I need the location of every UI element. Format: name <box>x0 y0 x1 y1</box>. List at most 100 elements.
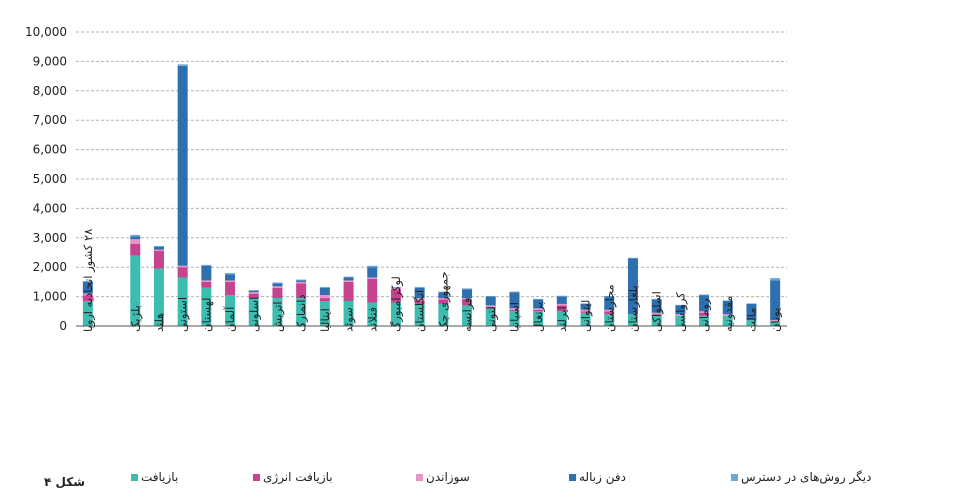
bar-segment <box>201 265 212 281</box>
legend-label: دیگر روش‌های در دسترس <box>741 470 871 485</box>
bar-segment <box>130 255 141 326</box>
x-category-label: فنلاند <box>365 307 379 332</box>
bar-segment <box>485 308 496 326</box>
legend-label: سوزاندن <box>426 470 470 485</box>
legend-swatch <box>569 474 576 481</box>
x-category-label: کرواسی <box>673 292 688 332</box>
bar-segment <box>201 264 212 266</box>
legend: بازیافت بازیافت انرژی سوزاندن دفن زباله دیگر… <box>131 470 871 485</box>
bar-segment <box>153 246 164 250</box>
bar-segment <box>675 314 686 316</box>
bar-segment <box>201 281 212 288</box>
bar-segment <box>556 303 567 306</box>
bars <box>82 64 781 326</box>
bar-segment <box>746 320 757 326</box>
bar-segment <box>556 296 567 304</box>
bar-segment <box>556 311 567 326</box>
bar-segment <box>580 309 591 312</box>
x-category-label: مجارستان <box>602 284 617 332</box>
x-category-label: جمهوری چک <box>436 271 451 332</box>
bar-segment <box>509 292 520 309</box>
bar-segment <box>627 258 638 315</box>
bar-segment <box>390 302 401 326</box>
bar-segment <box>225 274 236 281</box>
bar-segment <box>367 265 378 268</box>
bar-segment <box>296 298 307 326</box>
legend-swatch <box>416 474 423 481</box>
bar-segment <box>248 290 259 291</box>
y-tick-label: 5,000 <box>33 172 67 186</box>
bar-segment <box>82 301 93 326</box>
bar-segment <box>272 287 283 299</box>
bar-segment <box>651 312 662 315</box>
bar-segment <box>272 298 283 326</box>
bar-segment <box>390 287 401 290</box>
bar-segment <box>296 279 307 281</box>
bar-segment <box>462 305 473 326</box>
bar-segment <box>604 296 615 310</box>
bar-segment <box>604 311 615 315</box>
bar-segment <box>414 301 425 304</box>
bar-segment <box>248 298 259 326</box>
bar-segment <box>485 306 496 309</box>
x-category-label: هلند <box>152 313 166 332</box>
bar-segment <box>722 300 733 302</box>
x-category-label: اسپانیا <box>507 302 521 332</box>
bar-segment <box>272 283 283 287</box>
bar-segment <box>580 303 591 310</box>
bar-segment <box>296 281 307 284</box>
x-category-label: سوئد <box>342 307 357 332</box>
x-category-label: لتونی <box>484 306 499 332</box>
bar-segment <box>651 298 662 300</box>
bar-segment <box>533 308 544 310</box>
y-tick-label: 0 <box>59 319 67 333</box>
bar-segment <box>319 287 330 296</box>
bar-segment <box>153 268 164 326</box>
bar-segment <box>462 299 473 306</box>
bar-segment <box>319 295 330 299</box>
y-tick-label: 4,000 <box>33 201 67 215</box>
bar-segment <box>699 294 710 296</box>
bar-segment <box>699 311 710 313</box>
bar-segment <box>438 292 449 299</box>
bar-segment <box>343 280 354 282</box>
bar-segment <box>438 291 449 293</box>
legend-label: بازیافت انرژی <box>263 470 333 485</box>
x-category-label: اسلواکی <box>650 291 665 332</box>
bar-segment <box>248 290 259 293</box>
bar-segment <box>225 280 236 282</box>
x-category-label: ایرلند <box>555 306 570 332</box>
bar-segment <box>296 283 307 299</box>
bar-segment <box>319 286 330 288</box>
x-category-label: رومانی <box>697 298 712 332</box>
bar-segment <box>556 295 567 297</box>
legend-label: دفن زباله <box>579 470 626 485</box>
bar-segment <box>651 299 662 313</box>
bar-segment <box>153 251 164 269</box>
bar-segment <box>699 315 710 326</box>
x-category-label: بلغارستان <box>626 285 641 332</box>
x-category-label: پرتغال <box>531 302 546 332</box>
legend-swatch <box>253 474 260 481</box>
x-category-label: یونان <box>768 308 783 332</box>
bar-segment <box>533 309 544 312</box>
bar-segment <box>319 301 330 326</box>
x-category-label: لهستان <box>199 298 213 332</box>
y-tick-label: 1,000 <box>33 290 67 304</box>
bar-segment <box>438 303 449 326</box>
x-category-label: استونی <box>176 297 191 332</box>
bar-segment <box>177 64 188 66</box>
bar-segment <box>509 311 520 326</box>
bar-segment <box>580 311 591 313</box>
x-category-label: ۲۸ کشور اتحادیه اروپا <box>81 229 96 332</box>
bar-segment <box>485 305 496 307</box>
bar-segment <box>485 296 496 297</box>
bar-segment <box>770 320 781 322</box>
bar-segment <box>604 309 615 312</box>
bar-segment <box>130 234 141 237</box>
bar-segment <box>722 314 733 316</box>
legend-swatch <box>731 474 738 481</box>
bar-segment <box>462 288 473 290</box>
bar-segment <box>130 236 141 240</box>
bar-segment <box>746 303 757 321</box>
